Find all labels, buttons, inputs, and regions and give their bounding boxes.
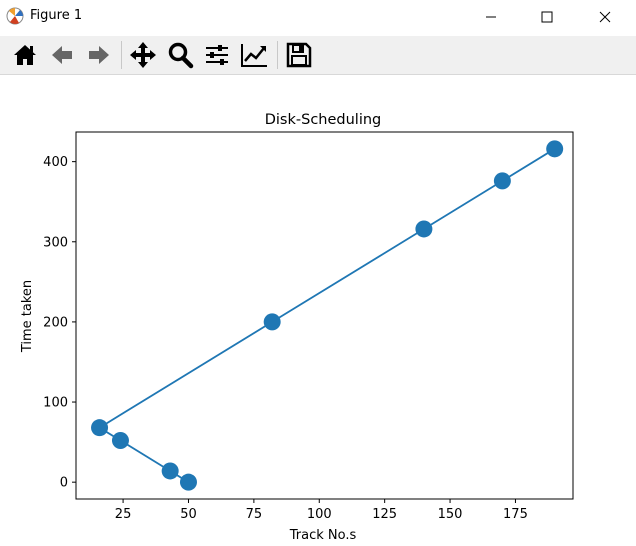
close-icon [599,11,611,23]
move-icon [130,42,156,68]
configure-subplots-button[interactable] [201,39,233,71]
arrow-right-icon [89,46,109,64]
chart-title: Disk-Scheduling [265,112,382,128]
toolbar-separator [277,41,278,69]
minimize-icon [486,16,496,18]
data-point [263,313,281,331]
y-tick-label: 200 [43,315,68,330]
y-tick-label: 0 [60,476,68,491]
zoom-button[interactable] [164,39,196,71]
x-tick-label: 175 [503,507,528,522]
series-layer [91,140,564,491]
data-point [179,473,197,491]
floppy-disk-icon [286,42,312,68]
maximize-button[interactable] [524,0,570,34]
x-tick-label: 150 [438,507,463,522]
title-bar: Figure 1 [0,0,636,34]
magnifier-icon [168,42,194,69]
x-axis: 25 50 75 100 125 150 175 [115,499,528,522]
data-point [161,462,179,480]
data-point [415,220,433,238]
x-tick-label: 50 [180,507,197,522]
matplotlib-app-icon [6,7,24,25]
window-title: Figure 1 [30,8,83,23]
x-tick-label: 100 [307,507,332,522]
toolbar-separator [121,41,122,69]
plot-area [75,131,574,500]
close-button[interactable] [582,0,628,34]
plot[interactable]: Disk-Scheduling 25 50 75 100 125 150 175 01002… [0,75,636,543]
data-point [111,432,129,450]
navigation-toolbar [0,36,636,75]
y-axis: 0 100 200 300 400 [43,155,76,491]
y-tick-label: 300 [43,235,68,250]
edit-axis-button[interactable] [238,39,270,71]
line-chart-icon [241,44,267,67]
x-tick-label: 125 [372,507,397,522]
back-button[interactable] [46,39,78,71]
data-point [91,419,109,437]
pan-button[interactable] [127,39,159,71]
home-button[interactable] [9,39,41,71]
y-axis-label: Time taken [20,280,35,353]
arrow-left-icon [52,46,72,64]
x-tick-label: 75 [246,507,263,522]
sliders-icon [206,45,228,65]
figure-canvas[interactable]: Disk-Scheduling 25 50 75 100 125 150 175 0 100 2… [0,75,636,543]
data-point [546,140,564,158]
series-line [97,148,556,483]
y-tick-label: 400 [43,155,68,170]
x-tick-label: 25 [115,507,132,522]
x-axis-label: Track No.s [289,528,357,542]
home-icon [14,45,36,65]
y-tick-label: 100 [43,396,68,411]
minimize-button[interactable] [468,0,514,34]
forward-button[interactable] [83,39,115,71]
save-button[interactable] [283,39,315,71]
maximize-icon [541,11,553,23]
data-point [493,172,511,190]
